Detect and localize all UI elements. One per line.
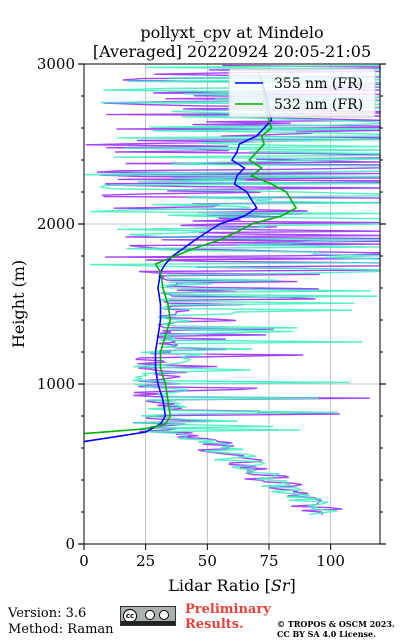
x-axis-label: Lidar Ratio [Sr] — [168, 576, 296, 595]
preliminary-notice: Preliminary Results. — [185, 602, 271, 632]
x-tick-label: 25 — [136, 552, 155, 570]
x-axis-label-close: ] — [290, 576, 296, 595]
preliminary-line-1: Preliminary — [185, 602, 271, 617]
version-text: Version: 3.6 — [8, 606, 87, 621]
raw-trace — [85, 64, 381, 516]
cc-license-badge: cc — [120, 606, 176, 626]
copyright-block: © TROPOS & OSCM 2023. CC BY SA 4.0 Licen… — [277, 619, 395, 639]
legend-label-532: 532 nm (FR) — [274, 97, 363, 113]
footer-info: Version: 3.6 Method: Raman — [8, 606, 114, 638]
series-line-355 — [83, 71, 273, 443]
legend-label-355: 355 nm (FR) — [274, 76, 363, 92]
by-icon — [145, 610, 155, 620]
badge-strip — [121, 621, 175, 625]
x-tick-label: 50 — [198, 552, 217, 570]
y-tick-label: 1000 — [37, 375, 75, 393]
raw-trace — [84, 64, 381, 516]
x-tick-label: 100 — [316, 552, 345, 570]
x-axis: 0 25 50 75 100 — [79, 544, 345, 570]
x-tick-label: 75 — [259, 552, 278, 570]
method-text: Method: Raman — [8, 622, 114, 637]
plot-area — [83, 63, 381, 545]
legend: 355 nm (FR) 532 nm (FR) — [228, 68, 376, 118]
legend-frame — [228, 68, 376, 118]
chart-subtitle: [Averaged] 20220924 20:05-21:05 — [93, 42, 371, 61]
x-axis-label-unit: Sr — [271, 576, 291, 595]
preliminary-line-2: Results. — [185, 617, 244, 632]
x-axis-label-main: Lidar Ratio [ — [168, 576, 271, 595]
plot-frame — [83, 63, 381, 545]
y-tick-label: 3000 — [37, 55, 75, 73]
x-tick-label: 0 — [79, 552, 89, 570]
series-line-532 — [83, 71, 298, 435]
y-axis-label: Height (m) — [9, 260, 28, 348]
series-lines — [83, 71, 298, 443]
y-axis: 0 1000 2000 3000 — [37, 55, 386, 553]
raw-noise-traces — [84, 64, 381, 516]
copyright-text: © TROPOS & OSCM 2023. — [277, 619, 395, 629]
y-tick-label: 2000 — [37, 215, 75, 233]
chart-title: pollyxt_cpv at Mindelo — [140, 23, 323, 42]
sa-icon — [159, 610, 169, 620]
y-tick-label: 0 — [65, 535, 75, 553]
license-text: CC BY SA 4.0 License. — [277, 629, 376, 639]
